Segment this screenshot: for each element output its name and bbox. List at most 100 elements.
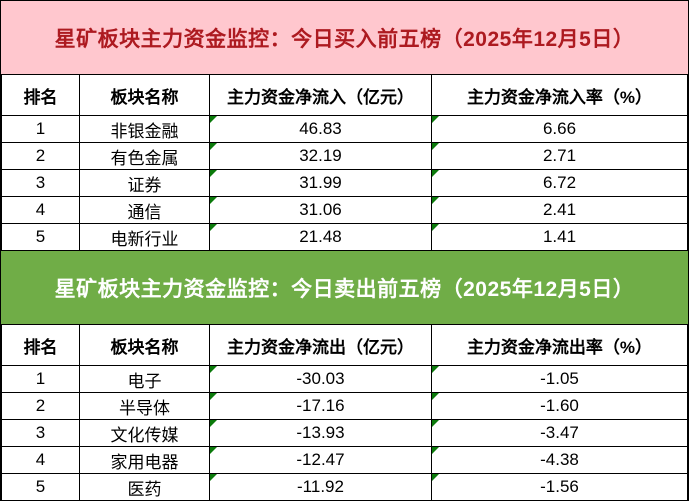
table-row: 4 通信 31.06 2.41	[1, 196, 688, 224]
cell-flag-triangle-icon	[432, 170, 439, 177]
rate-cell: 2.41	[431, 196, 688, 224]
sell-header-net-outflow-rate: 主力资金净流出率（%）	[431, 324, 688, 366]
rank-cell: 1	[1, 365, 80, 393]
cell-flag-triangle-icon	[432, 224, 439, 231]
cell-flag-triangle-icon	[210, 143, 217, 150]
cell-flag-triangle-icon	[210, 447, 217, 454]
buy-header-net-inflow: 主力资金净流入（亿元）	[209, 74, 432, 116]
rate-cell: -1.56	[431, 473, 688, 500]
sector-cell: 电新行业	[79, 223, 210, 251]
table-row: 2 半导体 -17.16 -1.60	[1, 392, 688, 420]
cell-flag-triangle-icon	[432, 393, 439, 400]
value-cell: 31.06	[209, 196, 432, 224]
table-row: 3 证券 31.99 6.72	[1, 169, 688, 197]
rate-text: -1.05	[540, 369, 579, 388]
table-row: 2 有色金属 32.19 2.71	[1, 142, 688, 170]
sell-table-title: 星矿板块主力资金监控：今日卖出前五榜（2025年12月5日）	[1, 251, 688, 324]
sector-cell: 医药	[79, 473, 210, 500]
rate-text: -4.38	[540, 450, 579, 469]
buy-table: 排名 板块名称 主力资金净流入（亿元） 主力资金净流入率（%） 1 非银金融 4…	[1, 74, 688, 251]
rank-cell: 3	[1, 419, 80, 447]
value-text: 31.06	[299, 200, 342, 219]
cell-flag-triangle-icon	[210, 224, 217, 231]
rate-text: 1.41	[542, 227, 577, 246]
rate-text: 6.66	[542, 119, 577, 138]
cell-flag-triangle-icon	[210, 170, 217, 177]
table-row: 5 医药 -11.92 -1.56	[1, 473, 688, 500]
sell-header-rank: 排名	[1, 324, 80, 366]
cell-flag-triangle-icon	[432, 116, 439, 123]
sector-cell: 家用电器	[79, 446, 210, 474]
buy-table-title: 星矿板块主力资金监控：今日买入前五榜（2025年12月5日）	[1, 1, 688, 74]
sell-header-row: 排名 板块名称 主力资金净流出（亿元） 主力资金净流出率（%）	[1, 324, 688, 366]
cell-flag-triangle-icon	[432, 366, 439, 373]
cell-flag-triangle-icon	[432, 197, 439, 204]
rank-cell: 4	[1, 196, 80, 224]
value-text: 21.48	[299, 227, 342, 246]
rate-cell: -4.38	[431, 446, 688, 474]
value-cell: 31.99	[209, 169, 432, 197]
rate-cell: 6.66	[431, 115, 688, 143]
cell-flag-triangle-icon	[210, 393, 217, 400]
value-text: 32.19	[299, 146, 342, 165]
cell-flag-triangle-icon	[210, 116, 217, 123]
value-cell: 46.83	[209, 115, 432, 143]
buy-header-net-inflow-rate: 主力资金净流入率（%）	[431, 74, 688, 116]
rate-text: -1.60	[540, 396, 579, 415]
sector-cell: 文化传媒	[79, 419, 210, 447]
table-row: 1 非银金融 46.83 6.66	[1, 115, 688, 143]
table-row: 3 文化传媒 -13.93 -3.47	[1, 419, 688, 447]
rate-text: 2.41	[542, 200, 577, 219]
rate-text: 2.71	[542, 146, 577, 165]
value-text: -17.16	[296, 396, 345, 415]
sector-cell: 证券	[79, 169, 210, 197]
cell-flag-triangle-icon	[210, 474, 217, 481]
sell-header-net-outflow: 主力资金净流出（亿元）	[209, 324, 432, 366]
table-row: 4 家用电器 -12.47 -4.38	[1, 446, 688, 474]
rank-cell: 4	[1, 446, 80, 474]
rate-text: -3.47	[540, 423, 579, 442]
sector-cell: 电子	[79, 365, 210, 393]
table-row: 1 电子 -30.03 -1.05	[1, 365, 688, 393]
rate-cell: 6.72	[431, 169, 688, 197]
rank-cell: 3	[1, 169, 80, 197]
sector-cell: 非银金融	[79, 115, 210, 143]
cell-flag-triangle-icon	[432, 447, 439, 454]
rank-cell: 1	[1, 115, 80, 143]
cell-flag-triangle-icon	[210, 420, 217, 427]
value-text: -12.47	[296, 450, 345, 469]
rate-cell: 1.41	[431, 223, 688, 251]
cell-flag-triangle-icon	[432, 474, 439, 481]
rank-cell: 5	[1, 473, 80, 500]
rate-cell: -1.05	[431, 365, 688, 393]
buy-header-sector: 板块名称	[79, 74, 210, 116]
rate-cell: -3.47	[431, 419, 688, 447]
value-text: -30.03	[296, 369, 345, 388]
value-cell: 21.48	[209, 223, 432, 251]
rate-cell: -1.60	[431, 392, 688, 420]
rank-cell: 5	[1, 223, 80, 251]
sector-cell: 有色金属	[79, 142, 210, 170]
sector-cell: 通信	[79, 196, 210, 224]
value-cell: -13.93	[209, 419, 432, 447]
cell-flag-triangle-icon	[432, 143, 439, 150]
buy-header-rank: 排名	[1, 74, 80, 116]
rate-text: 6.72	[542, 173, 577, 192]
rank-cell: 2	[1, 392, 80, 420]
buy-header-row: 排名 板块名称 主力资金净流入（亿元） 主力资金净流入率（%）	[1, 74, 688, 116]
sector-cell: 半导体	[79, 392, 210, 420]
rate-cell: 2.71	[431, 142, 688, 170]
value-cell: 32.19	[209, 142, 432, 170]
sell-header-sector: 板块名称	[79, 324, 210, 366]
value-cell: -12.47	[209, 446, 432, 474]
value-cell: -30.03	[209, 365, 432, 393]
cell-flag-triangle-icon	[432, 420, 439, 427]
value-text: -13.93	[296, 423, 345, 442]
value-cell: -17.16	[209, 392, 432, 420]
sell-table: 排名 板块名称 主力资金净流出（亿元） 主力资金净流出率（%） 1 电子 -30…	[1, 324, 688, 500]
value-text: 31.99	[299, 173, 342, 192]
cell-flag-triangle-icon	[210, 366, 217, 373]
rate-text: -1.56	[540, 477, 579, 496]
cell-flag-triangle-icon	[210, 197, 217, 204]
